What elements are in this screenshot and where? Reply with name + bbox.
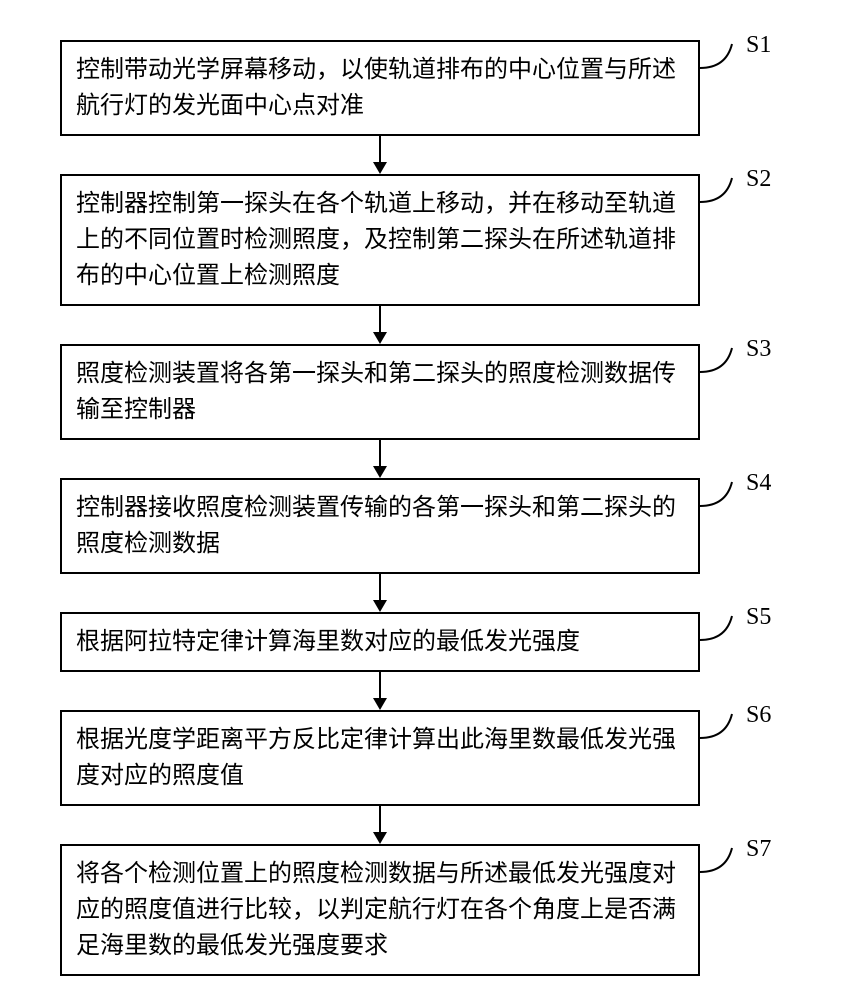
step-label-s2: S2: [746, 166, 771, 193]
step-text-s5: 根据阿拉特定律计算海里数对应的最低发光强度: [76, 629, 580, 655]
step-row-s2: 控制器控制第一探头在各个轨道上移动，并在移动至轨道上的不同位置时检测照度，及控制…: [60, 174, 800, 306]
arrow-s6-s7: [60, 806, 700, 844]
flowchart-container: 控制带动光学屏幕移动，以使轨道排布的中心位置与所述航行灯的发光面中心点对准 S1…: [60, 40, 800, 976]
step-text-s1: 控制带动光学屏幕移动，以使轨道排布的中心位置与所述航行灯的发光面中心点对准: [76, 57, 676, 119]
arrow-s3-s4: [60, 440, 700, 478]
step-text-s6: 根据光度学距离平方反比定律计算出此海里数最低发光强度对应的照度值: [76, 727, 676, 789]
arrow-s4-s5: [60, 574, 700, 612]
step-label-s1: S1: [746, 32, 771, 59]
step-row-s5: 根据阿拉特定律计算海里数对应的最低发光强度 S5: [60, 612, 800, 672]
step-text-s2: 控制器控制第一探头在各个轨道上移动，并在移动至轨道上的不同位置时检测照度，及控制…: [76, 191, 676, 289]
step-box-s6: 根据光度学距离平方反比定律计算出此海里数最低发光强度对应的照度值: [60, 710, 700, 806]
step-label-s3: S3: [746, 336, 771, 363]
step-box-s3: 照度检测装置将各第一探头和第二探头的照度检测数据传输至控制器: [60, 344, 700, 440]
step-row-s6: 根据光度学距离平方反比定律计算出此海里数最低发光强度对应的照度值 S6: [60, 710, 800, 806]
step-box-s4: 控制器接收照度检测装置传输的各第一探头和第二探头的照度检测数据: [60, 478, 700, 574]
step-box-s1: 控制带动光学屏幕移动，以使轨道排布的中心位置与所述航行灯的发光面中心点对准: [60, 40, 700, 136]
step-row-s4: 控制器接收照度检测装置传输的各第一探头和第二探头的照度检测数据 S4: [60, 478, 800, 574]
step-label-s7: S7: [746, 836, 771, 863]
arrow-s1-s2: [60, 136, 700, 174]
step-box-s5: 根据阿拉特定律计算海里数对应的最低发光强度: [60, 612, 700, 672]
arrow-s5-s6: [60, 672, 700, 710]
step-text-s7: 将各个检测位置上的照度检测数据与所述最低发光强度对应的照度值进行比较，以判定航行…: [76, 861, 676, 959]
step-label-s4: S4: [746, 470, 771, 497]
step-row-s7: 将各个检测位置上的照度检测数据与所述最低发光强度对应的照度值进行比较，以判定航行…: [60, 844, 800, 976]
step-row-s1: 控制带动光学屏幕移动，以使轨道排布的中心位置与所述航行灯的发光面中心点对准 S1: [60, 40, 800, 136]
arrow-s2-s3: [60, 306, 700, 344]
step-label-s6: S6: [746, 702, 771, 729]
step-box-s7: 将各个检测位置上的照度检测数据与所述最低发光强度对应的照度值进行比较，以判定航行…: [60, 844, 700, 976]
step-row-s3: 照度检测装置将各第一探头和第二探头的照度检测数据传输至控制器 S3: [60, 344, 800, 440]
step-label-s5: S5: [746, 604, 771, 631]
step-text-s4: 控制器接收照度检测装置传输的各第一探头和第二探头的照度检测数据: [76, 495, 676, 557]
step-text-s3: 照度检测装置将各第一探头和第二探头的照度检测数据传输至控制器: [76, 361, 676, 423]
step-box-s2: 控制器控制第一探头在各个轨道上移动，并在移动至轨道上的不同位置时检测照度，及控制…: [60, 174, 700, 306]
